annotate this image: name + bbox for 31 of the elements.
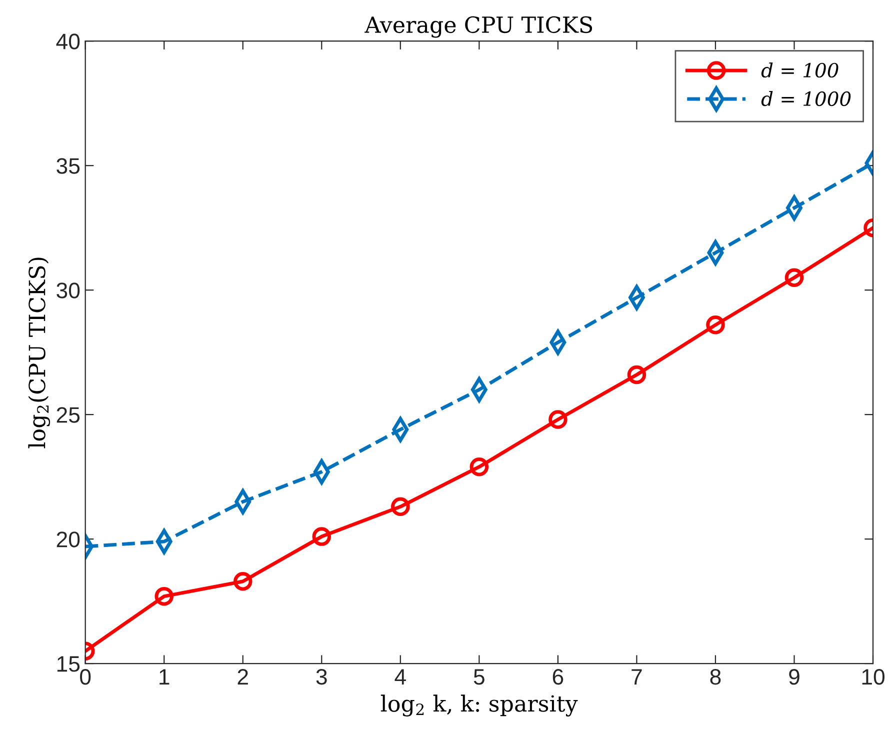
y-tick-label: 20: [56, 532, 80, 548]
y-tick-label: 25: [56, 407, 80, 423]
x-tick-label: 1: [160, 669, 170, 684]
point: [627, 365, 646, 384]
x-tick-label: 5: [474, 669, 484, 685]
point: [706, 316, 725, 334]
x-tick-label: 6: [552, 668, 564, 685]
y-axis-title: log$_{2}$(CPU TICKS): [28, 258, 50, 448]
x-tick-label: 0: [80, 668, 91, 685]
y-tick-label: 40: [56, 34, 80, 50]
x-tick-label: 7: [632, 669, 642, 684]
x-tick-label: 8: [710, 668, 721, 685]
point: [784, 268, 804, 287]
point: [391, 497, 410, 516]
legend-label: d = 1000: [761, 91, 851, 106]
x-tick-label: 3: [316, 668, 327, 685]
point: [154, 586, 174, 606]
x-tick-label: 2: [238, 668, 248, 684]
x-tick-label: 10: [862, 668, 884, 685]
y-tick-label: 30: [56, 282, 80, 298]
legend-label: d = 100: [761, 62, 838, 78]
x-tick-label: 9: [789, 668, 800, 685]
y-tick-label: 15: [57, 656, 80, 672]
x-tick-label: 4: [394, 669, 406, 684]
point: [234, 572, 252, 591]
point: [470, 457, 489, 476]
chart-title: Average CPU TICKS: [364, 16, 592, 38]
point: [548, 410, 568, 429]
x-axis-title: log$_{2}$ k, k: sparsity: [380, 694, 578, 716]
point: [312, 527, 332, 546]
y-tick-label: 35: [56, 158, 80, 174]
